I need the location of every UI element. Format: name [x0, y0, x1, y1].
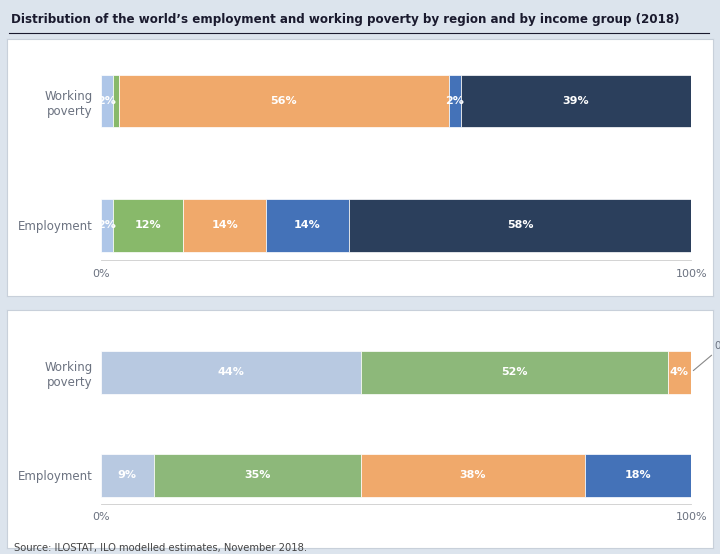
Bar: [461, 75, 691, 127]
Bar: [667, 351, 691, 394]
Bar: [112, 199, 184, 252]
Text: 58%: 58%: [507, 220, 534, 230]
Legend: Arab States, Europe and Central Asia, Africa, Americas, Asia and the Pacific: Arab States, Europe and Central Asia, Af…: [145, 309, 647, 327]
Text: 44%: 44%: [217, 367, 244, 377]
Bar: [361, 454, 585, 497]
Bar: [101, 75, 112, 127]
Bar: [101, 351, 361, 394]
Text: Distribution of the world’s employment and working poverty by region and by inco: Distribution of the world’s employment a…: [11, 13, 679, 26]
Bar: [154, 454, 361, 497]
Text: 2%: 2%: [446, 96, 464, 106]
Bar: [361, 351, 667, 394]
Text: 4%: 4%: [670, 367, 689, 377]
Bar: [184, 199, 266, 252]
Text: 9%: 9%: [118, 470, 137, 480]
Text: 18%: 18%: [625, 470, 652, 480]
Text: 2%: 2%: [97, 220, 116, 230]
Text: 14%: 14%: [294, 220, 321, 230]
Text: 35%: 35%: [244, 470, 271, 480]
Bar: [449, 75, 461, 127]
Bar: [266, 199, 348, 252]
Text: Source: ILOSTAT, ILO modelled estimates, November 2018.: Source: ILOSTAT, ILO modelled estimates,…: [14, 543, 307, 553]
Bar: [585, 454, 691, 497]
Text: 2%: 2%: [97, 96, 116, 106]
Bar: [348, 199, 691, 252]
Bar: [119, 75, 449, 127]
Bar: [112, 75, 119, 127]
Text: 12%: 12%: [135, 220, 161, 230]
Text: 38%: 38%: [459, 470, 486, 480]
Text: 14%: 14%: [212, 220, 238, 230]
Bar: [101, 454, 154, 497]
Text: 52%: 52%: [501, 367, 527, 377]
Text: 56%: 56%: [271, 96, 297, 106]
Bar: [101, 199, 112, 252]
Text: 39%: 39%: [563, 96, 590, 106]
Text: 0%: 0%: [693, 341, 720, 371]
